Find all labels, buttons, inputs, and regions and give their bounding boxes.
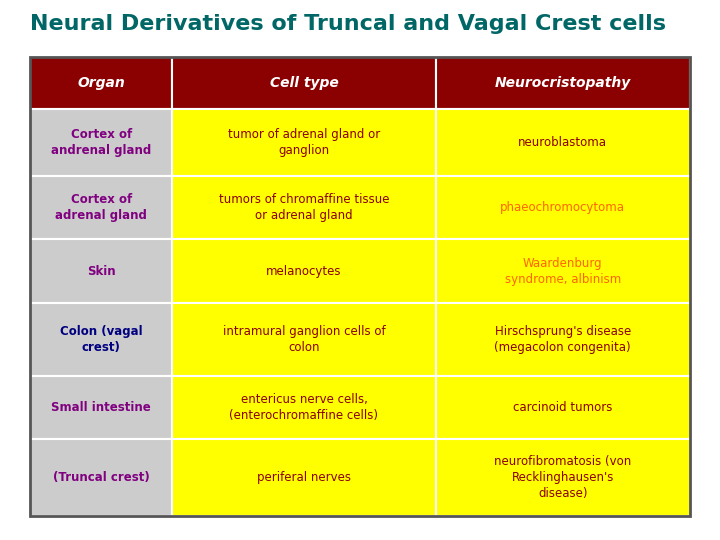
Text: Cortex of
adrenal gland: Cortex of adrenal gland <box>55 193 147 222</box>
Text: Neurocristopathy: Neurocristopathy <box>495 76 631 90</box>
Bar <box>436 303 690 376</box>
Bar <box>172 57 436 110</box>
Text: melanocytes: melanocytes <box>266 265 342 278</box>
Bar <box>436 439 690 516</box>
Text: Small intestine: Small intestine <box>51 401 151 414</box>
Text: Neural Derivatives of Truncal and Vagal Crest cells: Neural Derivatives of Truncal and Vagal … <box>30 14 666 35</box>
Bar <box>172 110 436 176</box>
Bar <box>30 439 172 516</box>
Text: Cortex of
andrenal gland: Cortex of andrenal gland <box>51 129 151 157</box>
Bar <box>30 57 690 516</box>
Bar <box>30 110 172 176</box>
Text: Hirschsprung's disease
(megacolon congenita): Hirschsprung's disease (megacolon congen… <box>495 325 631 354</box>
Bar <box>172 439 436 516</box>
Bar <box>436 110 690 176</box>
Text: neurofibromatosis (von
Recklinghausen's
disease): neurofibromatosis (von Recklinghausen's … <box>494 455 631 500</box>
Bar <box>436 376 690 439</box>
Text: (Truncal crest): (Truncal crest) <box>53 471 150 484</box>
Text: entericus nerve cells,
(enterochromaffine cells): entericus nerve cells, (enterochromaffin… <box>230 393 379 422</box>
Text: neuroblastoma: neuroblastoma <box>518 136 607 150</box>
Bar <box>30 176 172 239</box>
Text: Skin: Skin <box>87 265 115 278</box>
Bar <box>436 239 690 303</box>
Text: Waardenburg
syndrome, albinism: Waardenburg syndrome, albinism <box>505 256 621 286</box>
Text: intramural ganglion cells of
colon: intramural ganglion cells of colon <box>222 325 385 354</box>
Bar <box>436 57 690 110</box>
Bar <box>30 239 172 303</box>
Text: periferal nerves: periferal nerves <box>257 471 351 484</box>
Bar <box>30 376 172 439</box>
Bar <box>172 303 436 376</box>
Bar <box>436 176 690 239</box>
Bar <box>172 376 436 439</box>
Bar <box>172 176 436 239</box>
Text: Organ: Organ <box>77 76 125 90</box>
Text: Colon (vagal
crest): Colon (vagal crest) <box>60 325 143 354</box>
Text: Cell type: Cell type <box>269 76 338 90</box>
Text: tumor of adrenal gland or
ganglion: tumor of adrenal gland or ganglion <box>228 129 380 157</box>
Bar <box>30 303 172 376</box>
Bar <box>172 239 436 303</box>
Text: tumors of chromaffine tissue
or adrenal gland: tumors of chromaffine tissue or adrenal … <box>219 193 390 222</box>
Text: phaeochromocytoma: phaeochromocytoma <box>500 201 625 214</box>
Text: carcinoid tumors: carcinoid tumors <box>513 401 613 414</box>
Bar <box>30 57 172 110</box>
